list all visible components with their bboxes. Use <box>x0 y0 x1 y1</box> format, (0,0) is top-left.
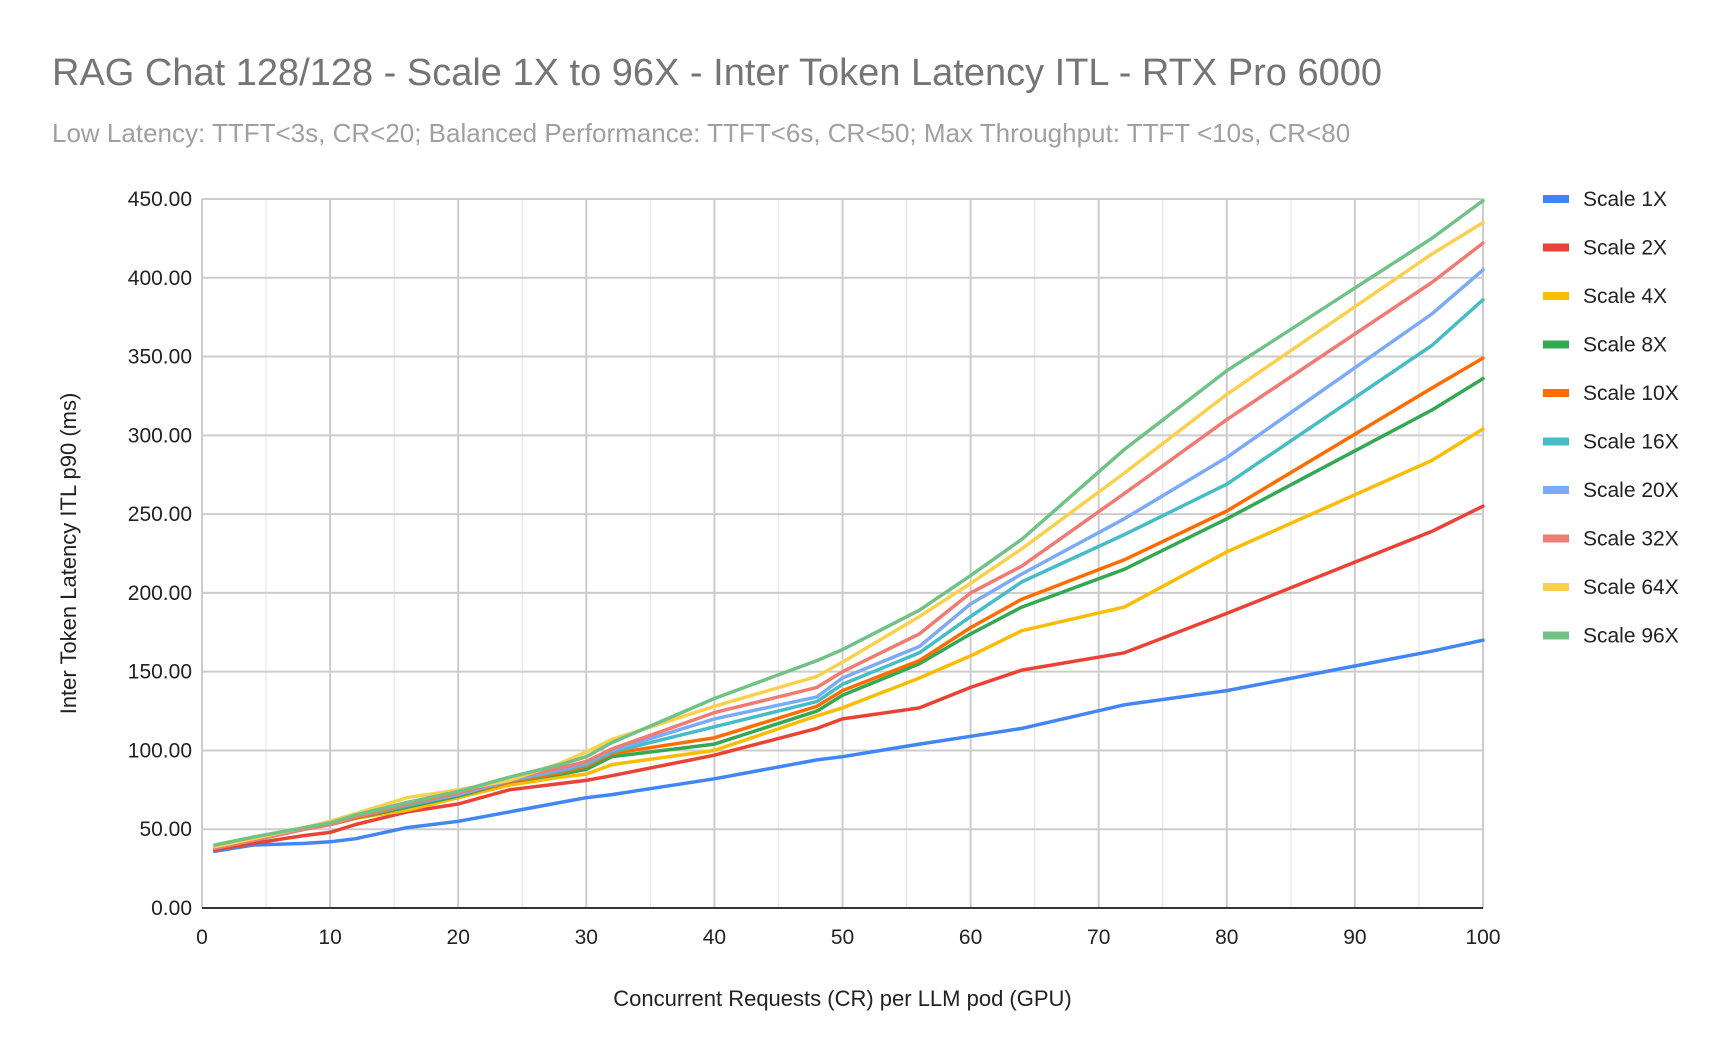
legend-label: Scale 16X <box>1583 431 1679 454</box>
x-axis-title: Concurrent Requests (CR) per LLM pod (GP… <box>613 986 1072 1011</box>
legend: Scale 1X Scale 2X Scale 4X Scale 8X Scale 10… <box>1543 188 1679 648</box>
y-tick-label: 50.00 <box>139 818 192 841</box>
x-tick-label: 80 <box>1215 926 1238 949</box>
legend-swatch <box>1543 340 1569 349</box>
x-tick-label: 20 <box>447 926 470 949</box>
y-tick-label: 0.00 <box>151 897 192 920</box>
legend-label: Scale 4X <box>1583 285 1667 308</box>
y-tick-label: 300.00 <box>128 424 192 447</box>
legend-swatch <box>1543 243 1569 252</box>
legend-swatch <box>1543 534 1569 543</box>
x-tick-label: 40 <box>703 926 726 949</box>
y-axis-title: Inter Token Latency ITL p90 (ms) <box>56 393 81 715</box>
legend-label: Scale 64X <box>1583 576 1679 599</box>
legend-label: Scale 20X <box>1583 479 1679 502</box>
series-line-scale-16x <box>213 298 1485 850</box>
legend-swatch <box>1543 437 1569 446</box>
legend-label: Scale 1X <box>1583 188 1667 211</box>
x-tick-label: 100 <box>1465 926 1500 949</box>
legend-label: Scale 96X <box>1583 625 1679 648</box>
series-line-scale-2x <box>213 504 1485 852</box>
series-line-scale-4x <box>213 427 1485 850</box>
y-tick-label: 200.00 <box>128 582 192 605</box>
legend-swatch <box>1543 486 1569 494</box>
chart-subtitle: Low Latency: TTFT<3s, CR<20; Balanced Pe… <box>52 118 1351 148</box>
x-tick-label: 30 <box>575 926 598 949</box>
legend-swatch <box>1543 389 1569 397</box>
x-tick-label: 0 <box>196 926 208 949</box>
legend-swatch <box>1543 631 1569 640</box>
legend-label: Scale 2X <box>1583 237 1667 260</box>
series-line-scale-8x <box>213 376 1485 850</box>
series-line-scale-64x <box>213 220 1485 849</box>
x-tick-label: 90 <box>1343 926 1366 949</box>
legend-label: Scale 10X <box>1583 382 1679 405</box>
legend-swatch <box>1543 292 1569 300</box>
x-tick-label: 70 <box>1087 926 1110 949</box>
axes: 0.00 50.00 100.00 150.00 200.00 250.00 300.00 3… <box>128 188 1501 949</box>
legend-label: Scale 8X <box>1583 334 1667 357</box>
y-tick-label: 100.00 <box>128 739 192 762</box>
legend-label: Scale 32X <box>1583 528 1679 551</box>
x-tick-label: 50 <box>831 926 854 949</box>
legend-swatch <box>1543 195 1569 203</box>
x-tick-label: 60 <box>959 926 982 949</box>
series-line-scale-10x <box>213 356 1485 850</box>
y-tick-label: 250.00 <box>128 503 192 526</box>
legend-swatch <box>1543 583 1569 591</box>
series-lines <box>213 198 1485 854</box>
chart-title: RAG Chat 128/128 - Scale 1X to 96X - Int… <box>52 52 1383 94</box>
y-tick-label: 400.00 <box>128 267 192 290</box>
x-tick-label: 10 <box>318 926 341 949</box>
y-tick-label: 150.00 <box>128 661 192 684</box>
series-line-scale-1x <box>213 638 1485 854</box>
y-tick-label: 350.00 <box>128 346 192 369</box>
series-line-scale-96x <box>213 198 1485 847</box>
y-tick-label: 450.00 <box>128 188 192 211</box>
